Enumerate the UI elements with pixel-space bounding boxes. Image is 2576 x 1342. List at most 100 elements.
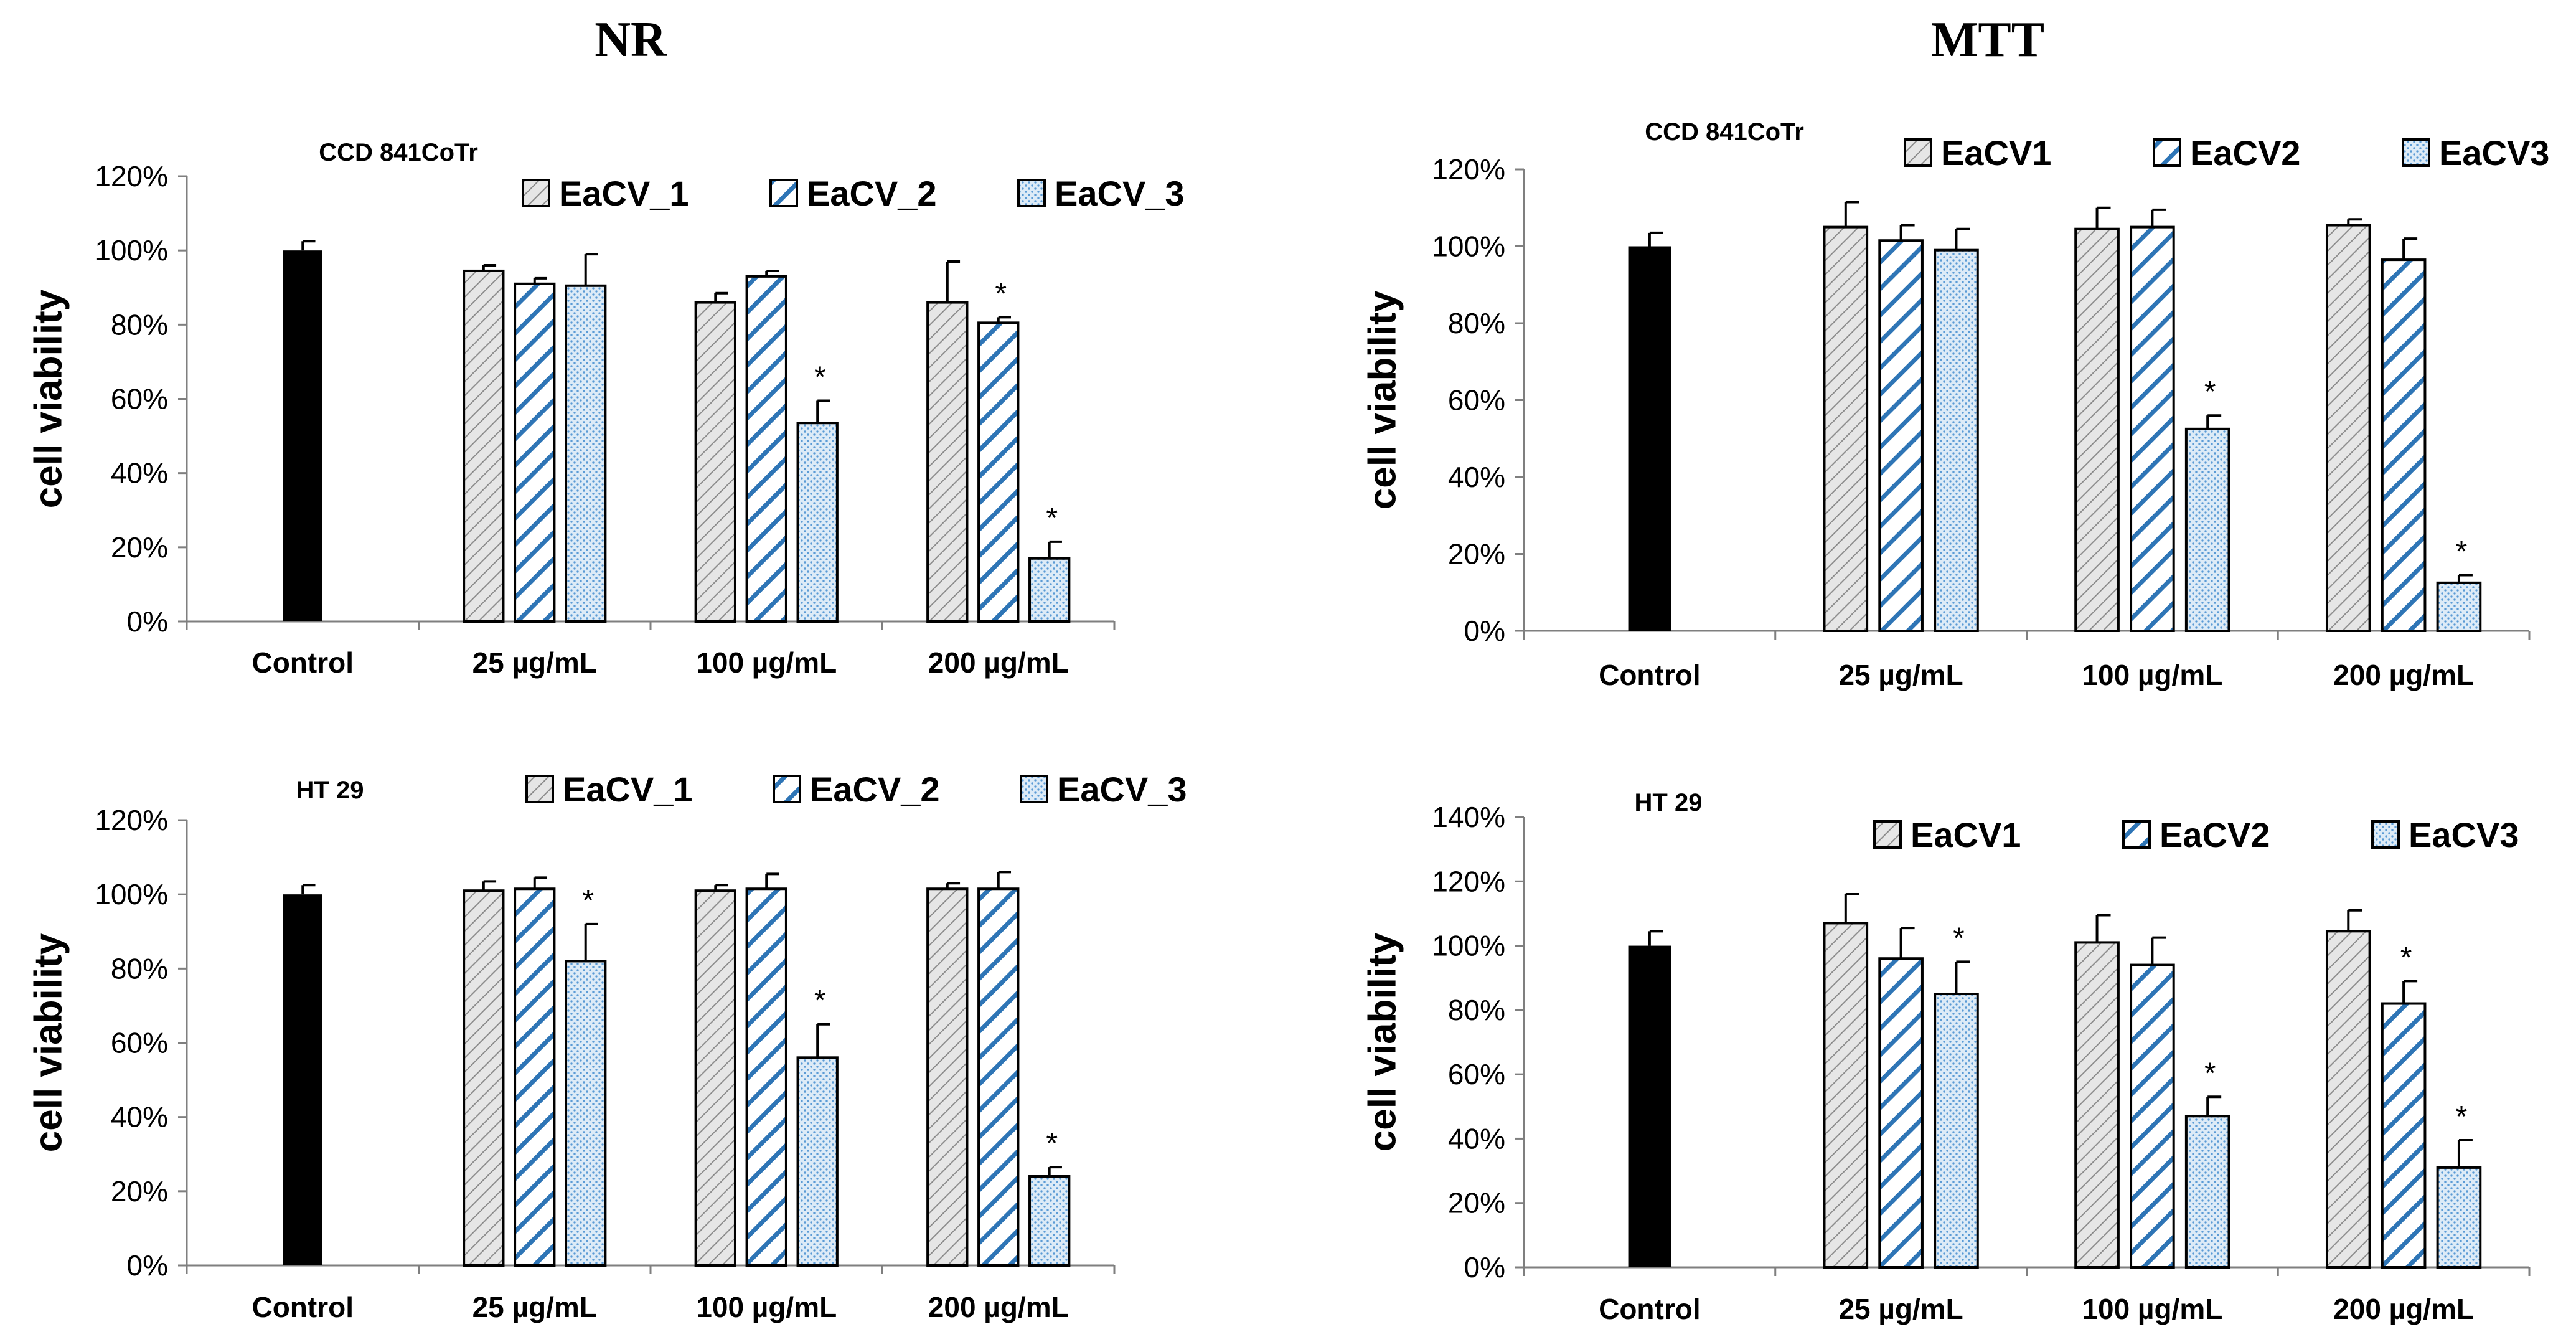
legend-label: EaCV_2 [807,174,937,213]
bar-eacv1-3 [2325,224,2371,633]
bar-eacv3-1 [565,284,607,623]
bar-eacv2-2 [2130,225,2175,632]
bar-eacv2-1 [514,282,556,623]
legend-label: EaCV_1 [559,174,689,213]
bar-eacv3-3 [1028,1175,1071,1267]
bar-eacv1-1 [463,269,505,623]
y-tick-label: 40% [111,1101,168,1133]
bar-eacv2-1 [514,887,556,1267]
y-tick-label: 120% [1432,865,1505,897]
bar-control [283,250,322,622]
significance-star: * [2400,941,2412,974]
bar-eacv2-1 [1878,239,1924,632]
significance-star: * [814,361,826,394]
y-tick-label: 60% [1448,384,1505,417]
significance-star: * [582,884,594,917]
y-tick-label: 40% [1448,461,1505,493]
bar-eacv1-3 [926,301,969,623]
y-axis-label: cell viability [27,289,70,508]
legend-label: EaCV2 [2160,815,2270,854]
chart-panel-1: NR CCD 841CoTr cell viability 0% 20% 40% 60% 80… [27,12,1184,679]
y-tick-label: 120% [95,160,168,192]
bar-eacv1-1 [463,889,505,1267]
legend-swatch-eacv3 [1017,179,1046,207]
y-tick-label: 20% [1448,1187,1505,1219]
bar-eacv2-3 [977,321,1020,623]
x-tick-label: 25 µg/mL [472,1291,597,1323]
significance-star: * [2204,376,2216,409]
bar-eacv1-3 [2325,930,2371,1269]
significance-star: * [1046,1127,1058,1160]
bar-eacv1-3 [926,887,969,1267]
x-tick-label: 200 µg/mL [2333,1293,2474,1325]
bar-eacv2-2 [745,275,787,623]
legend-swatch-eacv2 [769,179,798,207]
x-tick-label: Control [1599,1293,1701,1325]
bar-eacv2-2 [2130,963,2175,1269]
x-tick-label: 100 µg/mL [696,1291,837,1323]
panel-title: CCD 841CoTr [319,139,478,166]
x-tick-label: 25 µg/mL [472,646,597,679]
legend-swatch-eacv1 [525,775,554,803]
legend-swatch-eacv1 [1904,138,1932,167]
x-tick-label: 100 µg/mL [696,646,837,679]
panel-title: HT 29 [1635,789,1703,816]
column-title: MTT [1931,12,2044,67]
x-tick-label: 200 µg/mL [928,1291,1069,1323]
bar-control [283,894,322,1265]
x-tick-label: 100 µg/mL [2082,659,2222,691]
bar-eacv1-2 [694,301,736,623]
legend-swatch-eacv3 [1020,775,1048,803]
y-tick-label: 0% [1464,1251,1505,1283]
bar-eacv3-2 [796,422,839,623]
legend-label: EaCV1 [1911,815,2021,854]
legend-swatch-eacv2 [773,775,801,803]
bar-eacv1-2 [694,889,736,1267]
panel-title: HT 29 [296,777,364,804]
y-tick-label: 80% [111,952,168,985]
x-tick-label: 200 µg/mL [2333,659,2474,691]
bar-eacv2-1 [1878,957,1924,1269]
bar-control [1628,246,1671,631]
legend-label: EaCV_1 [563,770,693,809]
bar-eacv1-1 [1823,922,1869,1269]
y-tick-label: 60% [111,1027,168,1059]
x-tick-label: 25 µg/mL [1838,659,1963,691]
y-axis-label: cell viability [1361,932,1404,1151]
y-tick-label: 20% [1448,538,1505,570]
y-axis-label: cell viability [1361,290,1404,509]
y-tick-label: 120% [95,804,168,836]
y-tick-label: 20% [111,531,168,564]
bar-eacv2-3 [2381,1002,2427,1269]
legend-swatch-eacv2 [2122,820,2151,849]
y-tick-label: 0% [127,1249,168,1282]
legend-swatch-eacv1 [522,179,550,207]
bar-eacv3-3 [2436,1166,2482,1269]
significance-star: * [2204,1057,2216,1090]
y-tick-label: 80% [1448,307,1505,339]
bar-eacv3-3 [2436,581,2482,632]
chart-panel-3: HT 29 cell viability 0% 20% 40% 60% 80% 100% 120… [27,770,1187,1323]
legend-label: EaCV1 [1941,133,2051,172]
y-tick-label: 100% [95,234,168,267]
legend-label: EaCV3 [2409,815,2519,854]
bar-eacv1-1 [1823,225,1869,632]
chart-panel-4: HT 29 cell viability 0% 20% 40% 60% 80% 100% 120… [1361,789,2531,1325]
legend-label: EaCV2 [2190,133,2300,172]
y-tick-label: 80% [1448,994,1505,1026]
y-tick-label: 140% [1432,801,1505,833]
legend-swatch-eacv2 [2153,138,2181,167]
bar-eacv2-2 [745,887,787,1267]
chart-panel-2: MTT CCD 841CoTr cell viability 0% 20% 40% 60% 8… [1361,12,2549,691]
significance-star: * [995,277,1007,310]
legend-swatch-eacv3 [2402,138,2430,167]
bar-eacv1-2 [2074,227,2120,632]
y-tick-label: 80% [111,308,168,341]
y-tick-label: 100% [95,878,168,910]
y-tick-label: 60% [1448,1058,1505,1090]
legend-label: EaCV_3 [1055,174,1185,213]
x-tick-label: Control [1599,659,1701,691]
y-tick-label: 20% [111,1175,168,1207]
significance-star: * [814,985,826,1018]
